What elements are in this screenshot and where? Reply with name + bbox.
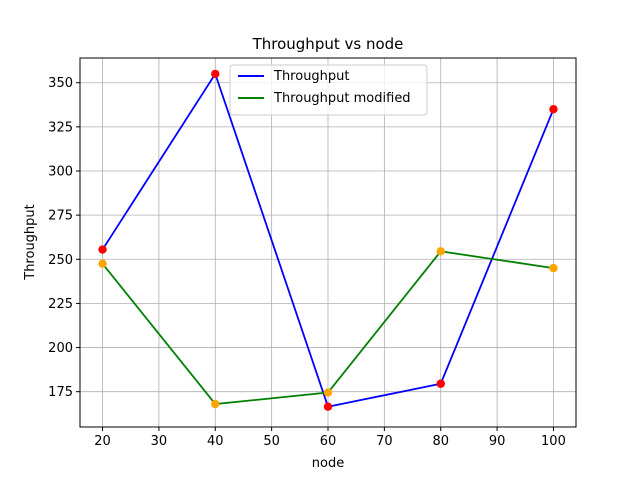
legend-box — [229, 64, 428, 116]
series-layer — [98, 69, 558, 411]
data-point-throughput — [549, 105, 558, 114]
x-tick-label: 60 — [320, 434, 337, 449]
data-point-throughput — [436, 379, 445, 388]
x-tick-label: 40 — [207, 434, 224, 449]
y-tick-label: 350 — [48, 76, 73, 91]
y-tick-label: 300 — [48, 164, 73, 179]
x-tick-label: 90 — [489, 434, 506, 449]
data-point-throughput-modified — [98, 259, 107, 268]
y-tick-label: 175 — [48, 385, 73, 400]
y-tick-label: 325 — [48, 120, 73, 135]
y-tick-label: 225 — [48, 297, 73, 312]
x-tick-label: 30 — [151, 434, 168, 449]
x-tick-label: 20 — [94, 434, 111, 449]
chart-title: Throughput vs node — [252, 35, 404, 53]
x-tick-label: 70 — [376, 434, 393, 449]
data-point-throughput-modified — [211, 399, 220, 409]
legend-label-throughput: Throughput — [273, 69, 350, 84]
legend: Throughput Throughput modified — [229, 64, 428, 116]
x-tick-label: 100 — [541, 434, 566, 449]
data-point-throughput-modified — [436, 247, 445, 256]
y-tick-label: 250 — [48, 253, 73, 268]
data-point-throughput — [98, 245, 107, 254]
data-point-throughput — [211, 69, 220, 79]
data-point-throughput-modified — [323, 388, 333, 397]
y-axis: 175 200 225 250 275 300 325 350 — [48, 76, 80, 400]
data-point-throughput — [323, 402, 333, 411]
y-tick-label: 275 — [48, 209, 73, 224]
x-tick-label: 50 — [263, 434, 280, 449]
legend-label-throughput-modified: Throughput modified — [273, 91, 411, 106]
x-tick-label: 80 — [432, 434, 449, 449]
data-point-throughput-modified — [549, 263, 558, 273]
y-axis-title: Throughput — [23, 204, 38, 281]
y-tick-label: 200 — [48, 341, 73, 356]
x-axis: 20 30 40 50 60 70 80 90 100 — [94, 427, 566, 449]
x-axis-title: node — [312, 456, 344, 471]
